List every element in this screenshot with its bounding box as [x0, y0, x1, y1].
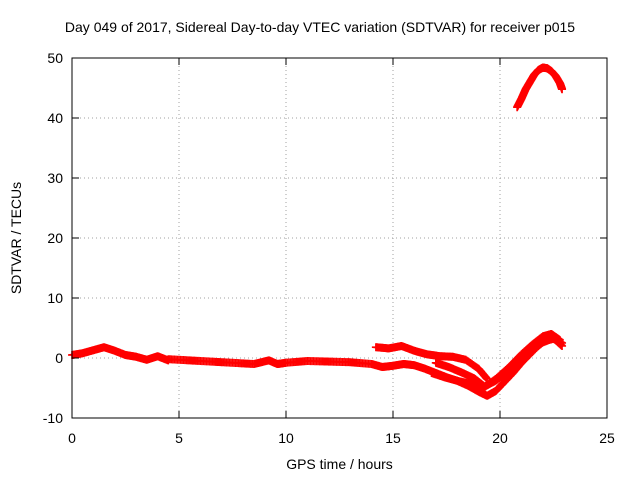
series-trace-4: [371, 342, 492, 383]
series-trace-7: [513, 63, 567, 112]
y-tick-label: 40: [47, 110, 63, 126]
x-axis-label: GPS time / hours: [286, 456, 393, 472]
x-tick-label: 25: [599, 430, 615, 446]
x-tick-label: 20: [492, 430, 508, 446]
series-trace-2: [164, 355, 387, 371]
x-tick-label: 10: [278, 430, 294, 446]
data-point: [558, 342, 567, 350]
y-tick-label: 50: [47, 50, 63, 66]
data-point: [555, 336, 564, 344]
y-tick-label: 0: [55, 350, 63, 366]
x-tick-label: 5: [175, 430, 183, 446]
y-tick-label: 30: [47, 170, 63, 186]
y-tick-label: -10: [43, 410, 63, 426]
chart-title: Day 049 of 2017, Sidereal Day-to-day VTE…: [64, 19, 576, 35]
y-tick-label: 20: [47, 230, 63, 246]
y-axis-label: SDTVAR / TECUs: [8, 181, 24, 295]
x-tick-label: 15: [385, 430, 401, 446]
x-tick-label: 0: [68, 430, 76, 446]
series-trace-6: [431, 330, 564, 391]
y-tick-label: 10: [47, 290, 63, 306]
series-trace-1: [68, 343, 173, 365]
data-point: [558, 85, 567, 94]
